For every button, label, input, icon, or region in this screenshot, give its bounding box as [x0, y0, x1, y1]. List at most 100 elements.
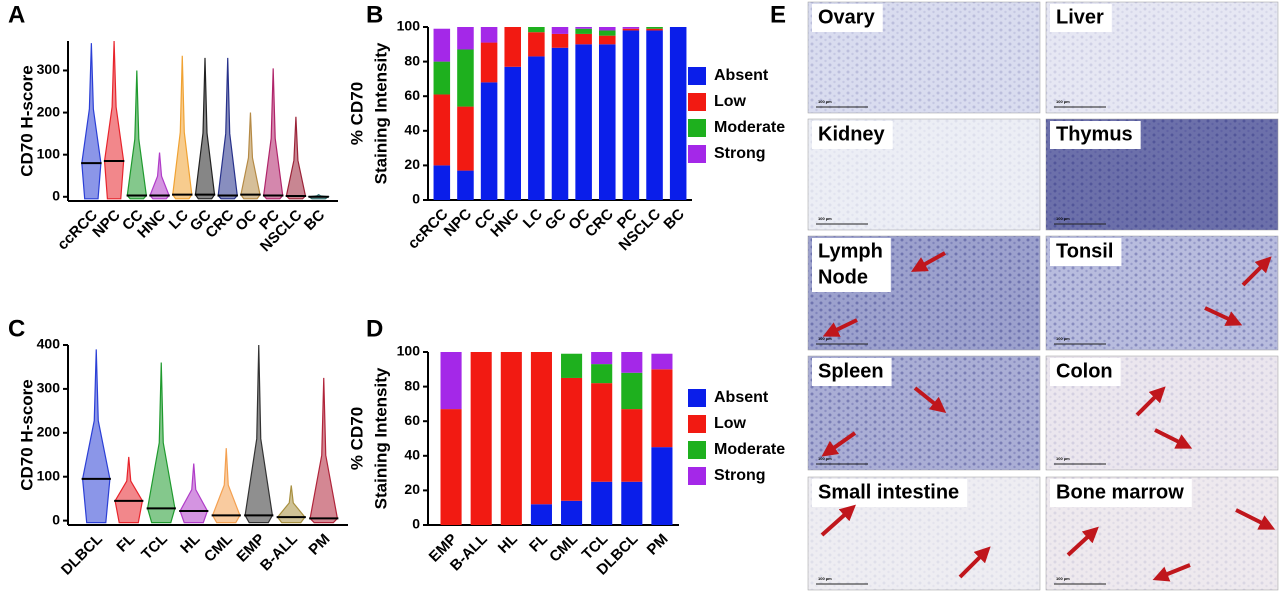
x-tick-label: BC — [660, 206, 687, 233]
x-tick-label: LC — [166, 206, 192, 232]
violin — [276, 485, 306, 524]
bar-segment — [561, 353, 583, 378]
legend-label: Moderate — [714, 119, 785, 136]
y-tick-label: 80 — [404, 52, 420, 68]
legend-swatch — [688, 467, 706, 485]
tile-label: Lymph — [818, 240, 883, 262]
panel-letter: D — [366, 315, 383, 342]
violin — [244, 344, 274, 524]
scale-label: 100 µm — [1056, 216, 1070, 221]
bar-segment — [500, 352, 522, 525]
bar-segment — [575, 44, 592, 200]
bar-segment — [575, 28, 592, 34]
violin — [114, 456, 144, 524]
violin — [285, 116, 307, 200]
bar-segment — [561, 377, 583, 501]
bar-segment — [621, 372, 643, 410]
panel-letter: B — [366, 1, 383, 28]
y-tick-label: 100 — [397, 18, 421, 34]
bar-segment — [621, 481, 643, 525]
scale-label: 100 µm — [1056, 576, 1070, 581]
violin — [103, 40, 125, 200]
bar-segment — [440, 352, 462, 410]
violin — [309, 377, 339, 524]
label-box — [812, 358, 892, 386]
x-tick-label: NPC — [441, 205, 476, 240]
y-axis-title: % CD70 — [347, 407, 366, 470]
bar-segment — [470, 352, 492, 525]
violin — [240, 112, 261, 200]
y-tick-label: 100 — [397, 343, 421, 359]
x-tick-label: DLBCL — [58, 531, 106, 579]
violin — [126, 70, 147, 200]
x-tick-label: GC — [542, 205, 570, 233]
y-tick-label: 200 — [37, 103, 61, 119]
bar-segment — [457, 170, 474, 200]
label-box — [812, 238, 891, 292]
legend-label: Low — [714, 93, 747, 110]
violin — [194, 57, 216, 200]
tile-label: Kidney — [818, 123, 886, 145]
y-tick-label: 20 — [404, 481, 420, 497]
bar-segment — [622, 27, 640, 29]
violin — [81, 43, 102, 200]
y-tick-label: 0 — [52, 511, 60, 527]
bar-segment — [530, 352, 552, 505]
bar-segment — [457, 106, 474, 171]
legend-label: Low — [714, 415, 747, 432]
y-axis-title: Staining Intensity — [371, 367, 390, 509]
bar-segment — [480, 82, 498, 200]
legend-swatch — [688, 119, 706, 137]
y-tick-label: 80 — [404, 377, 420, 393]
violin — [263, 68, 284, 200]
bar-segment — [433, 165, 451, 200]
tile-label: Liver — [1056, 6, 1104, 28]
bar-segment — [651, 447, 673, 525]
arrows — [820, 251, 1276, 582]
legend-swatch — [688, 93, 706, 111]
x-tick-label: FL — [113, 531, 138, 556]
x-tick-label: BC — [301, 207, 328, 234]
tile-label: Spleen — [818, 360, 884, 382]
legend-label: Absent — [714, 389, 769, 406]
panel-letter: A — [8, 1, 25, 28]
tile-label: Thymus — [1056, 123, 1133, 145]
bar-segment — [646, 28, 663, 31]
bar-segment — [528, 27, 545, 33]
y-axis-title: Staining Intensity — [371, 42, 390, 184]
bar-segment — [457, 27, 474, 50]
bar-segment — [622, 28, 640, 31]
bar-segment — [528, 56, 545, 200]
y-tick-label: 200 — [37, 424, 61, 440]
y-axis-title: CD70 H-score — [17, 65, 36, 177]
legend-label: Strong — [714, 467, 766, 484]
scale-label: 100 µm — [818, 576, 832, 581]
bar-segment — [599, 27, 616, 31]
bar-segment — [646, 27, 663, 29]
legend-label: Absent — [714, 67, 769, 84]
label-box — [1050, 121, 1141, 149]
y-tick-label: 60 — [404, 87, 420, 103]
x-tick-label: PM — [305, 531, 333, 559]
x-tick-label: LC — [520, 205, 546, 231]
scale-label: 100 µm — [818, 99, 832, 104]
legend-swatch — [688, 415, 706, 433]
bar-segment — [621, 352, 643, 373]
y-tick-label: 300 — [37, 61, 61, 77]
y-tick-label: 100 — [37, 467, 61, 483]
legend-label: Moderate — [714, 441, 785, 458]
bar-segment — [621, 409, 643, 482]
bar-segment — [530, 504, 552, 525]
bar-segment — [480, 27, 498, 43]
panel-letter: E — [770, 1, 786, 28]
bar-segment — [599, 35, 616, 45]
bar-segment — [433, 61, 451, 95]
y-tick-label: 40 — [404, 447, 420, 463]
y-tick-label: 0 — [412, 191, 420, 207]
x-tick-label: CML — [201, 531, 236, 566]
violin — [146, 362, 176, 524]
label-box — [1050, 479, 1192, 507]
y-axis-title: CD70 H-score — [17, 379, 36, 491]
tile-label: Ovary — [818, 6, 876, 28]
